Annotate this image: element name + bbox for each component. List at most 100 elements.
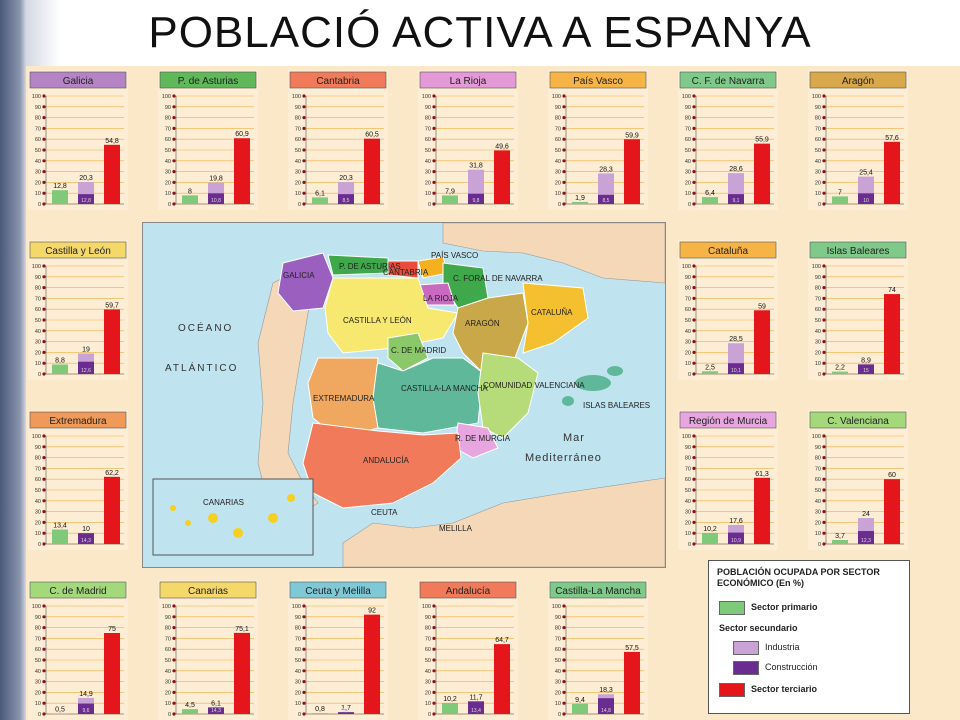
tick-dot (692, 445, 696, 449)
tick-dot (822, 275, 826, 279)
y-tick-label: 30 (35, 510, 41, 516)
y-tick-label: 30 (685, 340, 691, 346)
tick-dot (562, 647, 566, 651)
tick-dot (432, 94, 436, 98)
tick-dot (432, 116, 436, 120)
data-label-primary: 7 (838, 189, 842, 196)
tick-dot (42, 445, 46, 449)
tick-dot (42, 340, 46, 344)
bar-construction (338, 712, 354, 714)
chart-header (809, 411, 907, 429)
legend-label-industry: Industria (765, 642, 800, 652)
tick-dot (42, 626, 46, 630)
tick-dot (172, 126, 176, 130)
y-tick-label: 70 (815, 126, 821, 132)
region-chart: C. Valenciana10090807060504030201003,724… (808, 410, 908, 550)
y-tick-label: 20 (555, 180, 561, 186)
chart-title: Islas Baleares (827, 246, 890, 257)
tick-dot (42, 105, 46, 109)
data-label-tertiary: 54,8 (105, 138, 119, 145)
tick-dot (562, 604, 566, 608)
chart-header (679, 71, 777, 89)
data-label-tertiary: 60,5 (365, 132, 379, 139)
bar-primary (182, 195, 198, 204)
y-tick-label: 60 (35, 307, 41, 313)
bar-construction (728, 363, 744, 374)
bar-primary (832, 196, 848, 204)
chart-header (159, 71, 257, 89)
y-tick-label: 100 (552, 604, 561, 610)
tick-dot (42, 658, 46, 662)
y-tick-label: 20 (35, 180, 41, 186)
data-label-secondary: 19,8 (209, 176, 223, 183)
y-tick-label: 80 (35, 456, 41, 462)
tick-dot (42, 712, 46, 716)
y-tick-label: 0 (38, 372, 41, 378)
chart-header (29, 71, 127, 89)
chart-header (29, 411, 127, 429)
y-tick-label: 100 (812, 434, 821, 440)
data-label-secondary: 28,3 (599, 166, 613, 173)
y-tick-label: 0 (688, 372, 691, 378)
chart-title: Región de Murcia (689, 416, 768, 427)
data-label-construction: 9,1 (733, 198, 740, 204)
tick-dot (822, 456, 826, 460)
y-tick-label: 10 (35, 701, 41, 707)
y-tick-label: 30 (295, 680, 301, 686)
tick-dot (432, 202, 436, 206)
data-label-construction: 14,3 (81, 538, 91, 544)
tick-dot (42, 434, 46, 438)
tick-dot (42, 191, 46, 195)
tick-dot (42, 159, 46, 163)
data-label-construction: 12,8 (81, 198, 91, 204)
data-label-tertiary: 62,2 (105, 470, 119, 477)
y-tick-label: 70 (685, 126, 691, 132)
y-tick-label: 10 (295, 191, 301, 197)
y-tick-label: 100 (32, 264, 41, 270)
tick-dot (42, 148, 46, 152)
y-tick-label: 0 (298, 712, 301, 718)
y-tick-label: 70 (295, 636, 301, 642)
data-label-construction: 13,4 (471, 708, 481, 714)
tick-dot (692, 329, 696, 333)
tick-dot (172, 658, 176, 662)
ocean-label-2: ATLÁNTICO (165, 361, 238, 374)
y-tick-label: 60 (555, 137, 561, 143)
y-tick-label: 100 (292, 604, 301, 610)
chart-title: P. de Asturias (178, 76, 238, 87)
data-label-construction: 9,8 (473, 198, 480, 204)
data-label-construction: 12,6 (81, 368, 91, 374)
bar-tertiary (364, 614, 380, 714)
y-tick-label: 100 (682, 94, 691, 100)
region-menorca (607, 366, 623, 376)
chart-title: Aragón (842, 76, 874, 87)
y-tick-label: 30 (425, 680, 431, 686)
map-label-cataluna: CATALUÑA (531, 308, 573, 317)
data-label-secondary: 25,4 (859, 170, 873, 177)
tick-dot (692, 307, 696, 311)
tick-dot (42, 531, 46, 535)
data-label-secondary: 10 (82, 526, 90, 533)
tick-dot (42, 499, 46, 503)
y-tick-label: 100 (682, 264, 691, 270)
tick-dot (692, 531, 696, 535)
bar-tertiary (884, 294, 900, 374)
tick-dot (302, 202, 306, 206)
bar-primary (702, 371, 718, 374)
bar-primary (182, 709, 198, 714)
y-tick-label: 0 (38, 202, 41, 208)
y-tick-label: 40 (35, 159, 41, 165)
data-label-primary: 3,7 (835, 533, 845, 540)
y-tick-label: 100 (422, 604, 431, 610)
data-label-primary: 6,1 (315, 190, 325, 197)
bar-construction (468, 193, 484, 204)
tick-dot (562, 105, 566, 109)
tick-dot (42, 466, 46, 470)
data-label-tertiary: 75,1 (235, 626, 249, 633)
data-label-secondary: 28,6 (729, 166, 743, 173)
tick-dot (432, 658, 436, 662)
tick-dot (42, 604, 46, 608)
tick-dot (42, 116, 46, 120)
